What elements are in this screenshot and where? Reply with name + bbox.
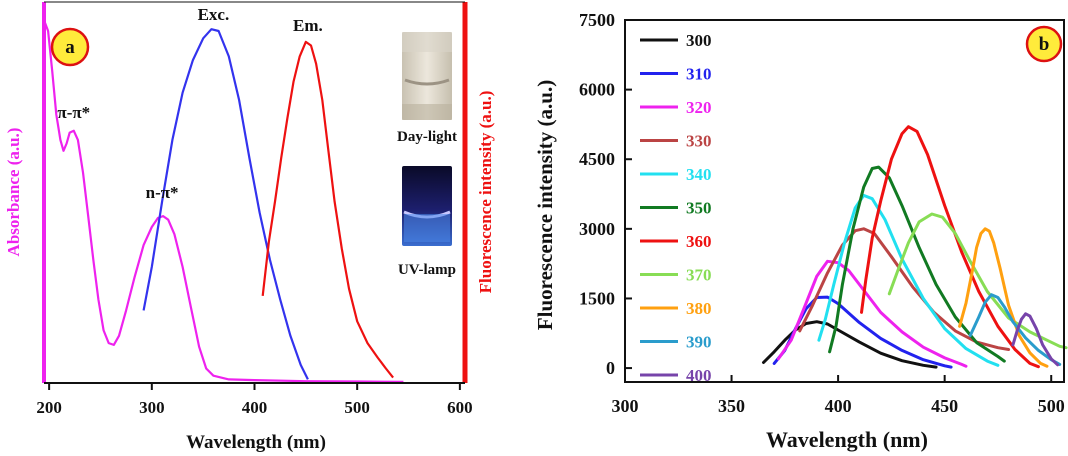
plot-frame (624, 19, 1065, 383)
series-400-line (1011, 312, 1060, 367)
series-360-line (860, 125, 1040, 369)
y-tick-label: 7500 (579, 10, 615, 30)
panel-a-annotations: π-π* n-π* Exc. Em. (57, 5, 322, 202)
uv-lamp-caption: UV-lamp (398, 262, 456, 278)
panel-b-badge: b (1025, 25, 1063, 63)
annotation-label: n-π* (146, 183, 179, 202)
panel-b: 300 350 400 450 500 0 1500 3000 4500 6000 7500 Wav… (533, 10, 1068, 452)
series-excitation-line (142, 28, 309, 380)
series-320-line (776, 259, 968, 368)
y-tick-label: 3000 (579, 219, 615, 239)
y-tick-label: 6000 (579, 80, 615, 100)
y-tick-label: 0 (606, 358, 615, 378)
legend-label: 330 (686, 132, 712, 151)
legend-label: 310 (686, 65, 712, 84)
x-tick-label: 300 (139, 398, 165, 417)
y-axis-label: Fluorescence intensity (a.u.) (533, 80, 557, 330)
y-axis-label-right: Fluorescence intensity (a.u.) (476, 91, 495, 294)
legend-label: 320 (686, 98, 712, 117)
x-tick-label: 500 (1038, 396, 1065, 416)
panel-a-lines (42, 19, 404, 383)
x-tick-label: 600 (447, 398, 473, 417)
legend-label: 300 (686, 31, 712, 50)
panel-a-ticks: 200 300 400 500 600 (36, 383, 473, 417)
legend: 300 310 320 330 340 350 360 370 380 390 400 (640, 31, 712, 385)
x-axis-label: Wavelength (nm) (186, 432, 326, 453)
legend-label: 350 (686, 199, 712, 218)
legend-label: 340 (686, 165, 712, 184)
legend-label: 390 (686, 333, 712, 352)
panel-b-lines (762, 125, 1068, 369)
y-axis-label-left: Absorbance (a.u.) (4, 128, 23, 257)
x-tick-label: 400 (825, 396, 852, 416)
legend-label: 400 (686, 366, 712, 385)
panel-a: 200 300 400 500 600 Wavelength (nm) Absorban… (4, 1, 495, 453)
series-350-line (828, 165, 1006, 363)
x-tick-label: 300 (612, 396, 639, 416)
annotation-label: Exc. (198, 5, 230, 24)
legend-label: 370 (686, 266, 712, 285)
y-tick-label: 4500 (579, 149, 615, 169)
legend-label: 360 (686, 232, 712, 251)
x-tick-label: 350 (718, 396, 745, 416)
series-390-line (968, 293, 1062, 366)
day-light-caption: Day-light (397, 129, 457, 145)
series-380-line (958, 227, 1049, 368)
panel-b-label: b (1039, 34, 1050, 55)
legend-label: 380 (686, 299, 712, 318)
y-tick-label: 1500 (579, 288, 615, 308)
series-emission-line (261, 40, 394, 379)
annotation-label: π-π* (57, 103, 90, 122)
cuvette-day-photo (402, 32, 452, 120)
panel-a-label: a (65, 37, 75, 58)
x-tick-label: 400 (242, 398, 268, 417)
series-absorbance-line (42, 19, 404, 383)
panel-b-ticks: 300 350 400 450 500 0 1500 3000 4500 6000 7500 (579, 10, 1065, 416)
x-tick-label: 450 (931, 396, 958, 416)
x-tick-label: 200 (36, 398, 62, 417)
x-axis-label: Wavelength (nm) (766, 427, 928, 452)
series-300-line (762, 320, 938, 369)
series-370-line (887, 212, 1068, 350)
x-tick-label: 500 (344, 398, 370, 417)
cuvette-uv-photo (402, 166, 452, 246)
panel-a-badge: a (50, 27, 90, 67)
annotation-label: Em. (293, 16, 323, 35)
